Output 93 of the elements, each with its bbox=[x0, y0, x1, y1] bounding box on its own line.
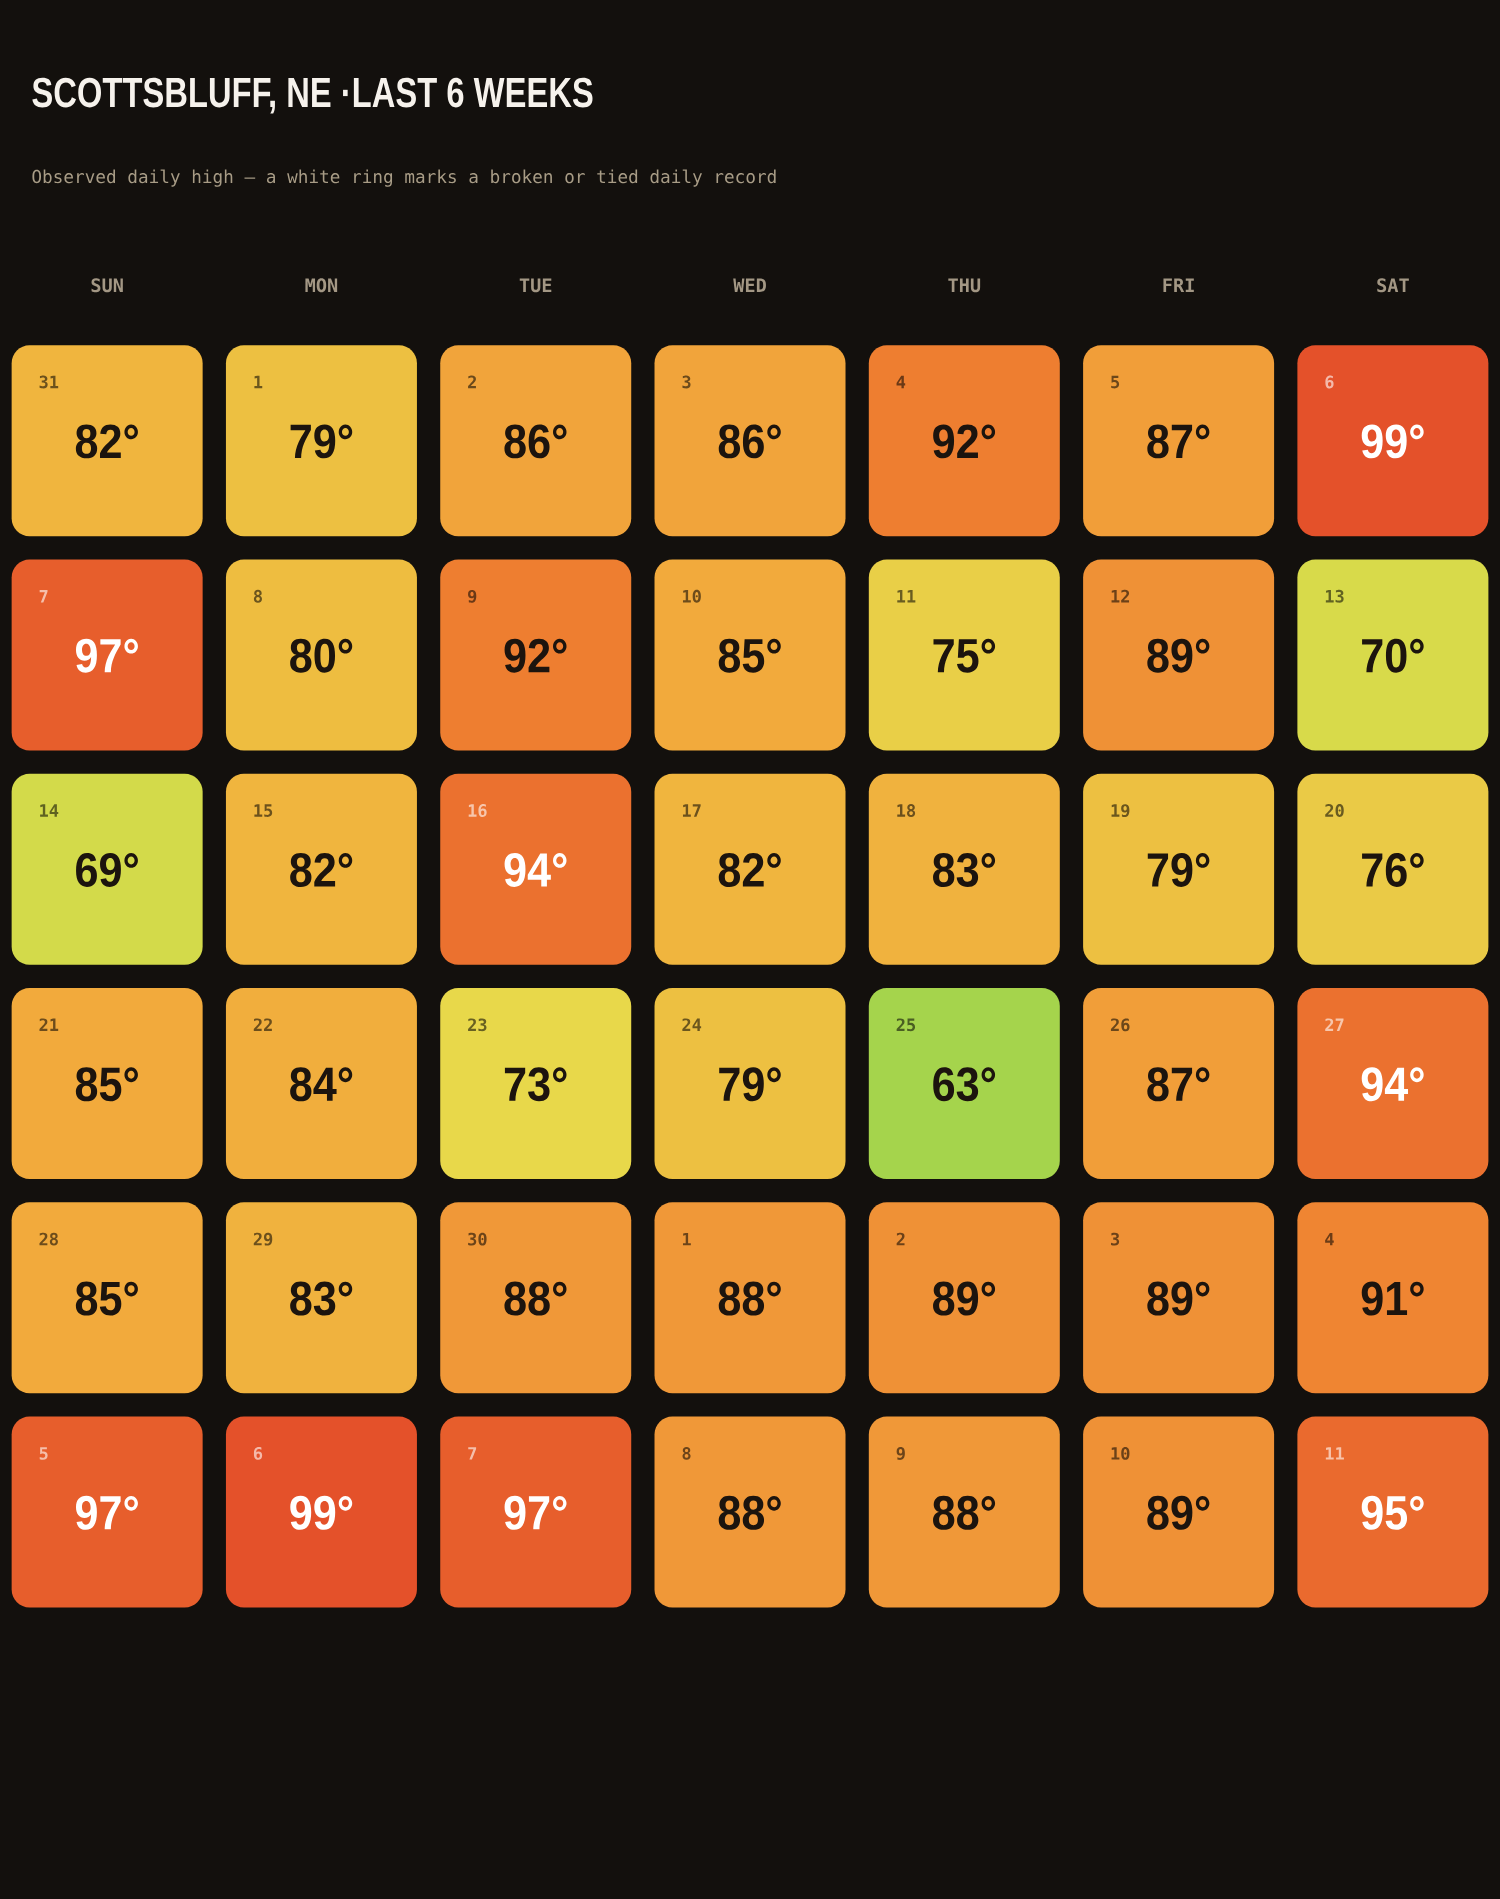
data-label: 80° bbox=[290, 638, 353, 673]
x-tick-label: TUE bbox=[519, 278, 552, 293]
data-label: 88° bbox=[718, 1495, 781, 1530]
annotation: 21 bbox=[39, 1018, 59, 1032]
data-label: 88° bbox=[718, 1281, 781, 1316]
data-label: 69° bbox=[76, 852, 138, 887]
data-label: 97° bbox=[75, 638, 138, 673]
data-label: 97° bbox=[504, 1495, 567, 1530]
data-label: 88° bbox=[933, 1495, 996, 1530]
data-label: 95° bbox=[1361, 1495, 1424, 1530]
data-label: 79° bbox=[719, 1067, 781, 1102]
data-label: 89° bbox=[933, 1281, 996, 1316]
data-label: 94° bbox=[1361, 1067, 1424, 1102]
x-tick-label: SAT bbox=[1377, 278, 1409, 293]
annotation: 31 bbox=[39, 375, 59, 389]
annotation: 26 bbox=[1110, 1018, 1130, 1032]
data-label: 94° bbox=[504, 852, 567, 887]
data-label: 82° bbox=[290, 852, 353, 887]
data-label: 83° bbox=[933, 852, 996, 887]
data-label: 97° bbox=[75, 1495, 138, 1530]
annotation: 22 bbox=[253, 1018, 272, 1032]
annotation: 7 bbox=[39, 590, 48, 603]
data-label: 92° bbox=[504, 638, 567, 673]
data-label: 87° bbox=[1147, 1067, 1210, 1102]
annotation: 2 bbox=[896, 1232, 905, 1246]
annotation: 25 bbox=[896, 1018, 916, 1032]
annotation: 23 bbox=[468, 1018, 487, 1032]
annotation: 28 bbox=[39, 1232, 58, 1246]
annotation: 5 bbox=[1111, 375, 1120, 389]
x-tick-label: WED bbox=[733, 278, 766, 292]
annotation: 29 bbox=[253, 1232, 273, 1246]
annotation: 8 bbox=[682, 1446, 691, 1460]
data-label: 83° bbox=[290, 1281, 353, 1316]
annotation: 1 bbox=[254, 375, 263, 389]
annotation: 8 bbox=[253, 589, 262, 603]
annotation: 1 bbox=[682, 1232, 691, 1246]
annotation: 30 bbox=[468, 1232, 487, 1246]
data-label: 91° bbox=[1361, 1281, 1424, 1316]
data-label: 75° bbox=[933, 638, 996, 673]
annotation: 11 bbox=[897, 590, 916, 603]
data-label: 99° bbox=[290, 1495, 353, 1530]
data-label: 87° bbox=[1147, 424, 1210, 459]
data-label: 85° bbox=[718, 638, 781, 673]
x-tick-label: MON bbox=[305, 278, 338, 293]
chart-subtitle: Observed daily high — a white ring marks a broken or tied daily record bbox=[32, 169, 776, 187]
annotation: 17 bbox=[682, 804, 701, 817]
annotation: 27 bbox=[1325, 1018, 1344, 1032]
data-label: 85° bbox=[75, 1067, 138, 1102]
annotation: 11 bbox=[1325, 1447, 1344, 1460]
data-label: 79° bbox=[290, 424, 353, 459]
data-label: 92° bbox=[933, 424, 996, 459]
annotation: 15 bbox=[254, 804, 273, 817]
annotation: 3 bbox=[682, 375, 691, 389]
data-label: 82° bbox=[75, 424, 138, 459]
x-tick-label: SUN bbox=[91, 278, 123, 293]
data-label: 99° bbox=[1361, 424, 1424, 459]
annotation: 19 bbox=[1111, 804, 1130, 818]
data-label: 89° bbox=[1147, 638, 1210, 673]
annotation: 7 bbox=[468, 1447, 477, 1460]
data-label: 85° bbox=[75, 1281, 138, 1316]
annotation: 10 bbox=[682, 589, 701, 603]
annotation: 10 bbox=[1111, 1446, 1130, 1460]
annotation: 24 bbox=[682, 1018, 702, 1032]
data-label: 84° bbox=[290, 1067, 353, 1102]
data-label: 70° bbox=[1362, 638, 1424, 673]
data-label: 86° bbox=[504, 424, 567, 459]
annotation: 20 bbox=[1325, 804, 1344, 817]
annotation: 16 bbox=[468, 804, 487, 817]
annotation: 6 bbox=[253, 1446, 263, 1460]
annotation: 3 bbox=[1111, 1232, 1120, 1246]
x-tick-label: THU bbox=[948, 278, 981, 293]
annotation: 5 bbox=[39, 1447, 48, 1460]
data-label: 89° bbox=[1147, 1495, 1210, 1530]
annotation: 9 bbox=[468, 589, 477, 603]
annotation: 4 bbox=[896, 375, 906, 389]
annotation: 14 bbox=[40, 804, 59, 817]
annotation: 18 bbox=[897, 804, 916, 817]
data-label: 76° bbox=[1362, 852, 1424, 887]
annotation: 6 bbox=[1325, 375, 1334, 389]
data-label: 79° bbox=[1147, 852, 1210, 887]
annotation: 2 bbox=[468, 375, 476, 389]
chart-title: SCOTTSBLUFF, NE ·LAST 6 WEEKS bbox=[32, 77, 593, 114]
data-label: 63° bbox=[933, 1067, 996, 1102]
x-tick-label: FRI bbox=[1163, 278, 1194, 292]
data-label: 73° bbox=[504, 1067, 567, 1102]
annotation: 9 bbox=[896, 1447, 905, 1460]
annotation: 13 bbox=[1325, 589, 1344, 603]
data-label: 82° bbox=[718, 852, 781, 887]
data-label: 86° bbox=[718, 424, 781, 459]
annotation: 4 bbox=[1325, 1232, 1334, 1246]
annotation: 12 bbox=[1111, 589, 1130, 603]
data-label: 88° bbox=[504, 1281, 567, 1316]
data-label: 89° bbox=[1147, 1281, 1210, 1316]
